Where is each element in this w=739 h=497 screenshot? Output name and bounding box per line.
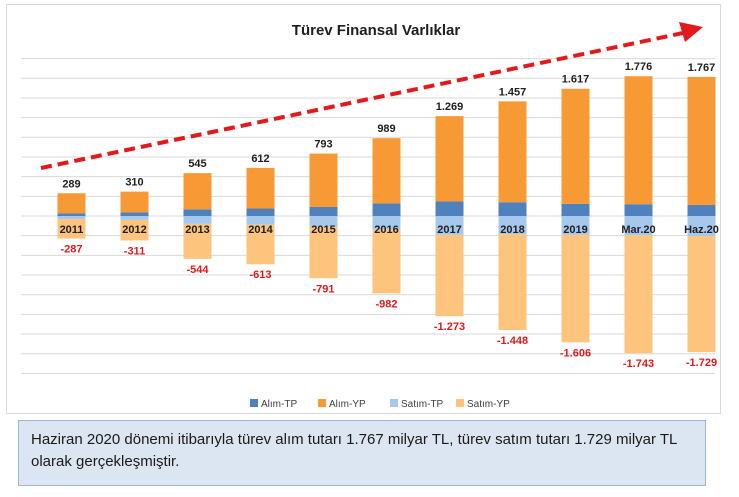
bar-satim-tp [57,216,86,220]
total-label-negative: -791 [312,283,334,295]
total-label-negative: -1.729 [686,357,717,369]
legend-swatch [456,399,464,407]
trend-arrow [40,22,703,170]
bar-alim-yp [57,193,86,214]
category-label: Haz.20 [684,224,719,236]
bar-alim-tp [435,201,464,216]
bar-satim-yp [246,224,275,265]
legend-label: Satım-TP [401,399,444,410]
bar-alim-tp [372,203,401,216]
bar-satim-yp [498,234,527,330]
legend-swatch [390,399,398,407]
bar-satim-tp [309,216,338,227]
bar-alim-tp [687,204,716,216]
category-label: 2019 [563,224,587,236]
legend-swatch [250,399,258,407]
legend-label: Satım-YP [467,399,510,410]
bar-satim-tp [561,216,590,235]
trend-arrowhead [679,22,703,42]
bar-alim-yp [183,173,212,210]
legend: Alım-TP Alım-YP Satım-TP Satım-YP [250,399,510,410]
category-label: 2011 [60,224,84,236]
bar-satim-yp [309,226,338,279]
category-label: 2015 [311,224,335,236]
total-label-positive: 612 [251,153,269,165]
bar-satim-tp [372,216,401,230]
bar-satim-tp [624,216,653,236]
legend-label: Alım-YP [329,399,366,410]
bar-satim-tp [183,216,212,224]
bar-satim-tp [687,216,716,237]
category-label: 2014 [248,224,273,236]
bar-alim-yp [372,138,401,204]
category-label: 2013 [185,224,209,236]
category-label: 2016 [374,224,398,236]
caption-box: Haziran 2020 dönemi itibarıyla türev alı… [18,420,706,486]
bar-alim-tp [498,202,527,216]
bar-alim-yp [435,116,464,202]
bar-alim-tp [309,206,338,216]
bars [57,76,716,354]
total-label-positive: 793 [314,139,332,151]
gridlines [21,58,715,374]
chart-panel: Türev Finansal Varlıklar 289 -287 2011 310 -… [6,4,721,414]
total-label-negative: -1.606 [560,347,591,359]
caption-text: Haziran 2020 dönemi itibarıyla türev alı… [31,431,677,470]
total-label-positive: 1.617 [562,74,590,86]
bar-alim-yp [246,167,275,209]
bar-alim-tp [246,208,275,216]
bar-satim-yp [687,236,716,353]
bar-alim-tp [183,209,212,216]
bar-satim-tp [120,216,149,220]
total-label-negative: -613 [249,269,271,281]
total-label-positive: 1.269 [436,101,464,113]
total-label-negative: -544 [186,264,209,276]
total-label-negative: -311 [124,245,145,257]
total-label-negative: -1.448 [497,335,528,347]
total-label-negative: -982 [375,298,397,310]
total-label-negative: -1.743 [623,358,654,370]
bar-satim-tp [498,216,527,235]
bar-alim-tp [561,203,590,216]
total-label-negative: -1.273 [434,321,465,333]
category-label: 2012 [122,224,146,236]
legend-label: Alım-TP [261,399,297,410]
bar-satim-tp [435,216,464,235]
bar-satim-yp [435,234,464,317]
total-label-positive: 1.457 [499,86,527,98]
bar-alim-tp [120,212,149,216]
bar-satim-yp [624,235,653,354]
bar-alim-yp [120,191,149,213]
category-label: 2018 [500,224,524,236]
labels: 289 -287 2011 310 -311 2012 545 -544 2013 612 -613… [60,61,719,370]
chart-svg: Türev Finansal Varlıklar 289 -287 2011 310 -… [21,22,719,410]
total-label-positive: 310 [125,177,143,189]
bar-satim-yp [183,223,212,259]
bar-satim-yp [120,219,149,241]
total-label-negative: -287 [60,244,82,256]
total-label-positive: 1.767 [688,62,716,74]
trend-line [40,31,684,170]
bar-alim-tp [624,204,653,216]
total-label-positive: 1.776 [625,61,653,73]
bar-satim-tp [246,216,275,225]
category-label: 2017 [437,224,461,236]
legend-swatch [318,399,326,407]
bar-satim-yp [57,219,86,239]
category-label: Mar.20 [621,224,655,236]
bar-satim-yp [561,234,590,343]
bar-satim-yp [372,229,401,294]
chart-title: Türev Finansal Varlıklar [292,22,461,39]
bar-alim-yp [687,76,716,205]
bar-alim-yp [498,101,527,203]
bar-alim-yp [624,76,653,205]
total-label-positive: 289 [62,178,80,190]
bar-alim-tp [57,213,86,216]
total-label-positive: 545 [188,158,206,170]
total-label-positive: 989 [377,123,395,135]
bar-alim-yp [561,88,590,204]
bar-alim-yp [309,153,338,207]
